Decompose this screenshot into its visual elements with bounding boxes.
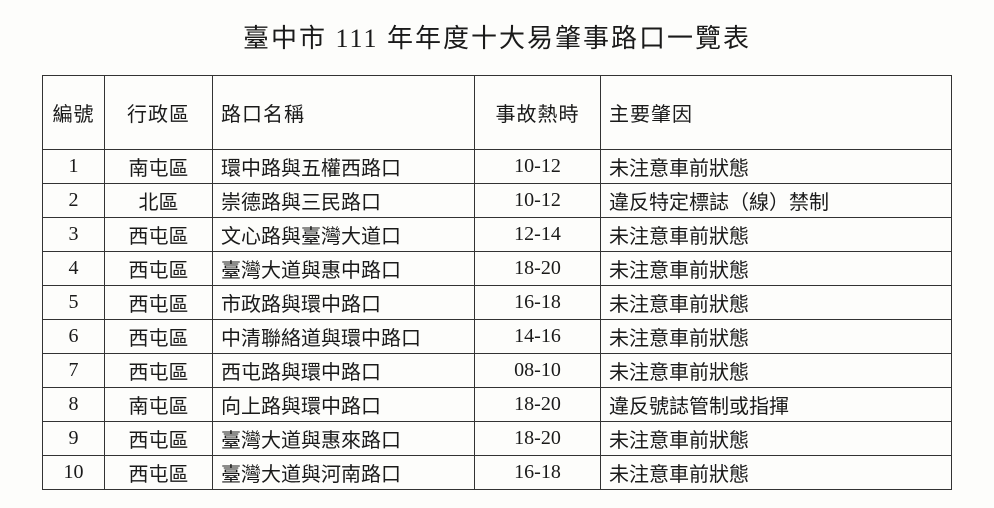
page-title: 臺中市 111 年年度十大易肇事路口一覽表	[42, 18, 952, 55]
cell-name: 中清聯絡道與環中路口	[213, 320, 475, 354]
table-body: 1 南屯區 環中路與五權西路口 10-12 未注意車前狀態 2 北區 崇德路與三…	[43, 150, 952, 490]
cell-number: 3	[43, 218, 105, 252]
cell-cause: 未注意車前狀態	[601, 456, 952, 490]
cell-number: 7	[43, 354, 105, 388]
cell-district: 西屯區	[105, 218, 213, 252]
cell-time: 18-20	[475, 422, 601, 456]
cell-name: 臺灣大道與惠中路口	[213, 252, 475, 286]
cell-cause: 未注意車前狀態	[601, 422, 952, 456]
cell-number: 5	[43, 286, 105, 320]
cell-name: 崇德路與三民路口	[213, 184, 475, 218]
cell-cause: 未注意車前狀態	[601, 252, 952, 286]
cell-cause: 未注意車前狀態	[601, 320, 952, 354]
cell-number: 2	[43, 184, 105, 218]
cell-cause: 違反特定標誌（線）禁制	[601, 184, 952, 218]
cell-name: 市政路與環中路口	[213, 286, 475, 320]
col-header-district: 行政區	[105, 76, 213, 150]
intersections-table: 編號 行政區 路口名稱 事故熱時 主要肇因 1 南屯區 環中路與五權西路口 10…	[42, 75, 952, 490]
cell-time: 14-16	[475, 320, 601, 354]
cell-time: 12-14	[475, 218, 601, 252]
table-row: 6 西屯區 中清聯絡道與環中路口 14-16 未注意車前狀態	[43, 320, 952, 354]
table-row: 8 南屯區 向上路與環中路口 18-20 違反號誌管制或指揮	[43, 388, 952, 422]
table-row: 1 南屯區 環中路與五權西路口 10-12 未注意車前狀態	[43, 150, 952, 184]
cell-time: 18-20	[475, 252, 601, 286]
cell-time: 08-10	[475, 354, 601, 388]
cell-cause: 未注意車前狀態	[601, 286, 952, 320]
cell-time: 16-18	[475, 286, 601, 320]
table-row: 10 西屯區 臺灣大道與河南路口 16-18 未注意車前狀態	[43, 456, 952, 490]
cell-name: 環中路與五權西路口	[213, 150, 475, 184]
cell-district: 西屯區	[105, 422, 213, 456]
cell-number: 9	[43, 422, 105, 456]
table-row: 5 西屯區 市政路與環中路口 16-18 未注意車前狀態	[43, 286, 952, 320]
table-header-row: 編號 行政區 路口名稱 事故熱時 主要肇因	[43, 76, 952, 150]
cell-district: 西屯區	[105, 354, 213, 388]
cell-time: 10-12	[475, 184, 601, 218]
cell-number: 1	[43, 150, 105, 184]
cell-district: 西屯區	[105, 320, 213, 354]
cell-number: 6	[43, 320, 105, 354]
cell-number: 8	[43, 388, 105, 422]
cell-time: 10-12	[475, 150, 601, 184]
table-row: 4 西屯區 臺灣大道與惠中路口 18-20 未注意車前狀態	[43, 252, 952, 286]
cell-district: 西屯區	[105, 252, 213, 286]
cell-name: 臺灣大道與惠來路口	[213, 422, 475, 456]
cell-name: 向上路與環中路口	[213, 388, 475, 422]
cell-district: 西屯區	[105, 286, 213, 320]
col-header-time: 事故熱時	[475, 76, 601, 150]
cell-time: 18-20	[475, 388, 601, 422]
cell-cause: 未注意車前狀態	[601, 218, 952, 252]
cell-name: 臺灣大道與河南路口	[213, 456, 475, 490]
cell-cause: 違反號誌管制或指揮	[601, 388, 952, 422]
table-row: 7 西屯區 西屯路與環中路口 08-10 未注意車前狀態	[43, 354, 952, 388]
cell-time: 16-18	[475, 456, 601, 490]
cell-district: 北區	[105, 184, 213, 218]
cell-district: 西屯區	[105, 456, 213, 490]
table-row: 2 北區 崇德路與三民路口 10-12 違反特定標誌（線）禁制	[43, 184, 952, 218]
col-header-number: 編號	[43, 76, 105, 150]
col-header-name: 路口名稱	[213, 76, 475, 150]
cell-name: 西屯路與環中路口	[213, 354, 475, 388]
cell-cause: 未注意車前狀態	[601, 150, 952, 184]
table-row: 3 西屯區 文心路與臺灣大道口 12-14 未注意車前狀態	[43, 218, 952, 252]
cell-cause: 未注意車前狀態	[601, 354, 952, 388]
col-header-cause: 主要肇因	[601, 76, 952, 150]
cell-number: 10	[43, 456, 105, 490]
cell-number: 4	[43, 252, 105, 286]
cell-name: 文心路與臺灣大道口	[213, 218, 475, 252]
cell-district: 南屯區	[105, 150, 213, 184]
cell-district: 南屯區	[105, 388, 213, 422]
table-row: 9 西屯區 臺灣大道與惠來路口 18-20 未注意車前狀態	[43, 422, 952, 456]
